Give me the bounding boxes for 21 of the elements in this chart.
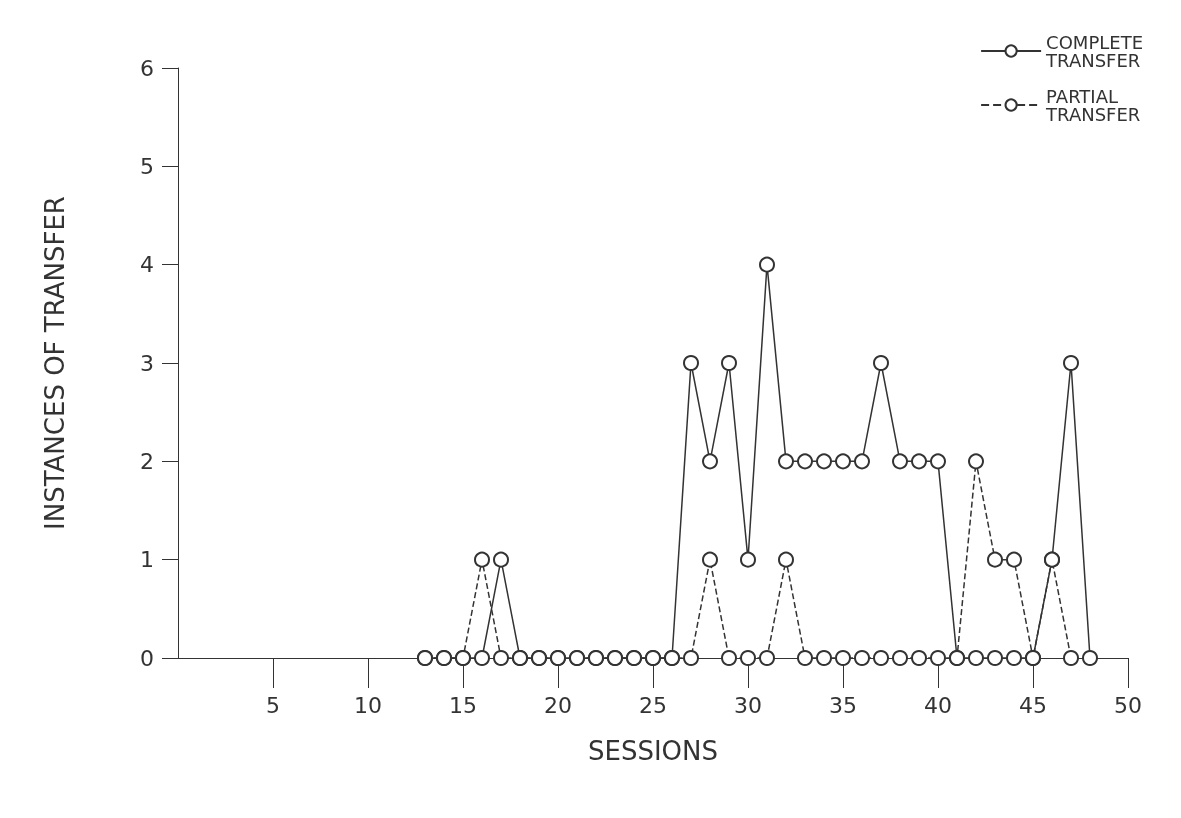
x-tick-label: 30: [734, 692, 762, 718]
x-tick-label: 20: [544, 692, 572, 718]
y-tick-label: 1: [140, 547, 154, 573]
x-axis-title: SESSIONS: [587, 736, 719, 766]
legend-label: COMPLETE TRANSFER: [1045, 31, 1143, 71]
x-tick-label: 40: [924, 692, 952, 718]
y-axis-title: INSTANCES OF TRANSFER: [40, 196, 70, 530]
x-tick-label: 45: [1019, 692, 1047, 718]
y-tick-label: 6: [140, 55, 154, 81]
x-tick-label: 15: [449, 692, 477, 718]
x-tick-label: 25: [639, 692, 667, 718]
x-tick-label: 35: [829, 692, 857, 718]
y-tick-label: 5: [140, 153, 154, 179]
x-tick-label: 50: [1114, 692, 1142, 718]
legend-label: PARTIAL TRANSFER: [1045, 85, 1141, 125]
y-tick-label: 4: [140, 252, 154, 278]
y-tick-label: 0: [140, 645, 154, 671]
x-tick-label: 5: [266, 692, 280, 718]
y-tick-label: 3: [140, 350, 154, 376]
x-tick-label: 10: [354, 692, 382, 718]
y-tick-label: 2: [140, 448, 154, 474]
